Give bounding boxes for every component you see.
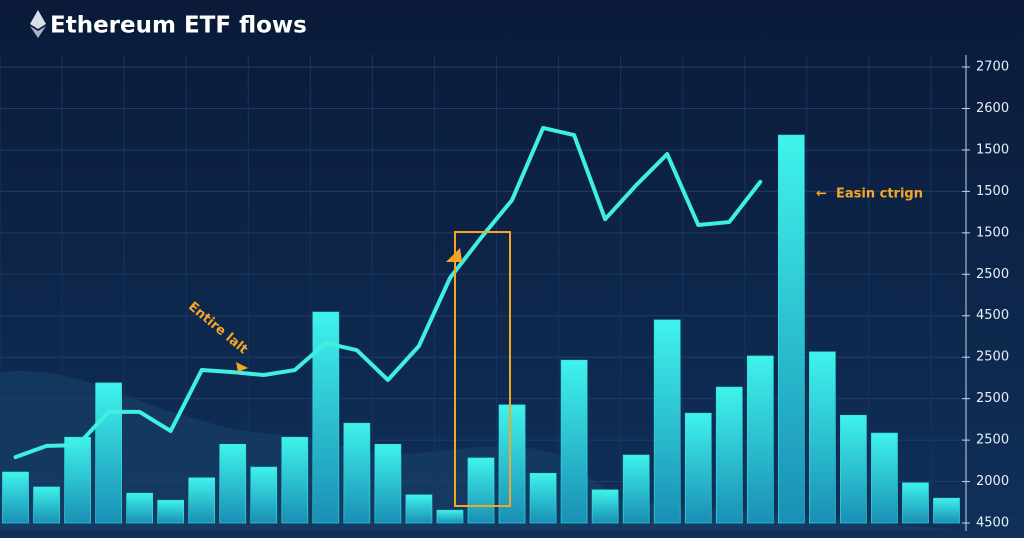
- bar: [33, 486, 60, 524]
- bar: [715, 386, 743, 524]
- y-tick-label: 2500: [976, 350, 1009, 365]
- y-tick-label: 1500: [976, 225, 1009, 240]
- bar: [219, 443, 247, 524]
- bar: [529, 472, 557, 524]
- bar: [777, 134, 805, 524]
- bar: [64, 436, 91, 524]
- bar: [95, 382, 122, 524]
- bar: [250, 466, 278, 524]
- y-tick-label: 1500: [976, 184, 1009, 199]
- annotation-arrow: ←: [816, 187, 827, 202]
- bar: [560, 359, 588, 524]
- bar: [871, 432, 898, 524]
- annotation-arrow: [236, 362, 248, 372]
- logo: [30, 10, 46, 38]
- y-tick-label: 4500: [976, 516, 1009, 531]
- y-tick-label: 2500: [976, 267, 1009, 282]
- annotation: Easin ctrign: [836, 187, 923, 202]
- y-tick-label: 2500: [976, 391, 1009, 406]
- y-tick-label: 4500: [976, 308, 1009, 323]
- bar: [498, 404, 526, 524]
- annotation-arrow: [446, 248, 462, 262]
- bar: [840, 414, 867, 524]
- lines: [13, 125, 763, 460]
- bar: [126, 492, 153, 524]
- bar: [405, 494, 433, 524]
- bar: [281, 436, 309, 524]
- y-tick-label: 2600: [976, 101, 1009, 116]
- chart-title: Ethereum ETF flows: [50, 13, 307, 39]
- bar: [157, 499, 185, 524]
- bars: [2, 134, 960, 524]
- line: [13, 125, 763, 460]
- bar: [467, 457, 495, 524]
- y-tick-label: 1500: [976, 142, 1009, 157]
- bar: [343, 422, 371, 524]
- bar: [684, 412, 712, 524]
- bar: [2, 471, 29, 524]
- highlight-box: [454, 231, 511, 507]
- bar: [653, 319, 681, 524]
- bar: [436, 509, 464, 524]
- y-tick-label: 2500: [976, 433, 1009, 448]
- bar: [374, 443, 402, 524]
- bar: [746, 355, 774, 524]
- bar: [622, 454, 650, 524]
- bar: [591, 489, 619, 524]
- y-tick-label: 2000: [976, 474, 1009, 489]
- bar: [188, 477, 216, 524]
- bar: [933, 497, 960, 524]
- bar: [312, 311, 340, 524]
- bar: [809, 351, 836, 524]
- bar: [902, 482, 929, 524]
- y-tick-label: 2700: [976, 60, 1009, 75]
